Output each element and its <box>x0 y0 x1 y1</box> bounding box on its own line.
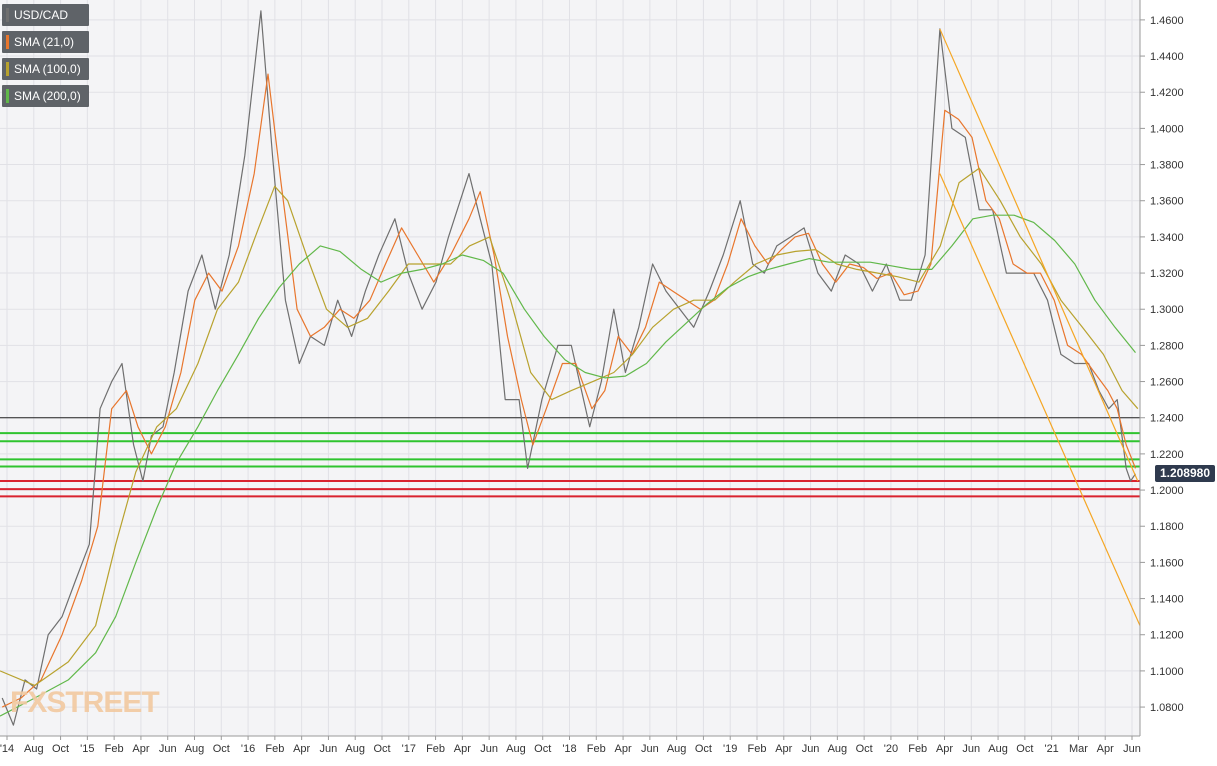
y-tick-label: 1.3600 <box>1150 196 1184 208</box>
y-tick-label: 1.0800 <box>1150 702 1184 714</box>
legend-swatch <box>6 8 9 22</box>
x-tick-label: '18 <box>562 743 576 755</box>
trend-lines <box>939 28 1141 626</box>
x-tick-label: Apr <box>293 743 310 755</box>
x-tick-label: Apr <box>454 743 471 755</box>
x-tick-label: Jun <box>962 743 980 755</box>
legend-label: SMA (200,0) <box>14 89 81 103</box>
x-tick-label: Jun <box>802 743 820 755</box>
x-tick-label: Aug <box>667 743 687 755</box>
y-tick-label: 1.1600 <box>1150 557 1184 569</box>
x-tick-label: Aug <box>24 743 44 755</box>
y-tick-label: 1.1200 <box>1150 630 1184 642</box>
y-tick-label: 1.2400 <box>1150 413 1184 425</box>
x-tick-label: Mar <box>1069 743 1088 755</box>
x-tick-label: Aug <box>506 743 526 755</box>
legend-item-sma200[interactable]: SMA (200,0) <box>2 85 89 107</box>
series-line-2 <box>0 167 1139 686</box>
x-tick-label: Jun <box>320 743 338 755</box>
x-tick-label: Jun <box>480 743 498 755</box>
x-tick-label: Aug <box>345 743 365 755</box>
y-tick-label: 1.1800 <box>1150 521 1184 533</box>
series-line-0 <box>1 10 1136 726</box>
legend-item-sma21[interactable]: SMA (21,0) <box>2 31 89 53</box>
x-tick-label: Feb <box>587 743 606 755</box>
x-tick-label: '21 <box>1044 743 1058 755</box>
legend-swatch <box>6 89 9 103</box>
y-tick-label: 1.2600 <box>1150 377 1184 389</box>
x-tick-label: Feb <box>426 743 445 755</box>
horizontal-levels <box>0 417 1140 498</box>
x-tick-label: '20 <box>884 743 898 755</box>
y-tick-label: 1.4000 <box>1150 123 1184 135</box>
x-tick-label: Oct <box>213 743 230 755</box>
legend-item-sma100[interactable]: SMA (100,0) <box>2 58 89 80</box>
x-tick-label: Aug <box>828 743 848 755</box>
x-tick-label: '14 <box>0 743 14 755</box>
legend: USD/CAD SMA (21,0) SMA (100,0) SMA (200,… <box>2 4 89 112</box>
x-tick-label: Jun <box>1123 743 1141 755</box>
series-lines <box>0 10 1139 726</box>
series-line-1 <box>1 73 1137 708</box>
y-tick-label: 1.2800 <box>1150 340 1184 352</box>
x-tick-label: Jun <box>641 743 659 755</box>
series-line-3 <box>0 214 1136 717</box>
x-tick-label: Feb <box>748 743 767 755</box>
legend-label: SMA (21,0) <box>14 35 75 49</box>
legend-label: SMA (100,0) <box>14 62 81 76</box>
x-tick-label: Apr <box>615 743 632 755</box>
y-tick-label: 1.3800 <box>1150 160 1184 172</box>
y-tick-label: 1.3200 <box>1150 268 1184 280</box>
y-tick-label: 1.1400 <box>1150 594 1184 606</box>
x-tick-label: '16 <box>241 743 255 755</box>
y-tick-label: 1.2200 <box>1150 449 1184 461</box>
x-tick-label: Apr <box>775 743 792 755</box>
x-tick-label: Feb <box>105 743 124 755</box>
y-axis-ticks: 1.4600 1.4400 1.4200 1.4000 1.3800 1.3600 1.34… <box>1140 15 1184 714</box>
x-tick-label: Oct <box>856 743 873 755</box>
legend-label: USD/CAD <box>14 8 69 22</box>
y-tick-label: 1.3400 <box>1150 232 1184 244</box>
x-axis-ticks: '14 Aug Oct '15 Feb Apr Jun Aug Oct '16 Feb Apr Jun A… <box>0 736 1141 755</box>
y-tick-label: 1.2000 <box>1150 485 1184 497</box>
x-tick-label: Oct <box>52 743 69 755</box>
y-tick-label: 1.4400 <box>1150 51 1184 63</box>
y-tick-label: 1.4200 <box>1150 87 1184 99</box>
fxstreet-logo: FXSTREET <box>10 686 160 719</box>
x-tick-label: Apr <box>1097 743 1114 755</box>
x-tick-label: Apr <box>936 743 953 755</box>
trend-line-1 <box>939 173 1141 626</box>
x-tick-label: Aug <box>988 743 1008 755</box>
x-tick-label: '17 <box>402 743 416 755</box>
y-tick-label: 1.1000 <box>1150 666 1184 678</box>
legend-swatch <box>6 62 9 76</box>
x-tick-label: Apr <box>132 743 149 755</box>
x-tick-label: '19 <box>723 743 737 755</box>
x-tick-label: Oct <box>1016 743 1033 755</box>
legend-swatch <box>6 35 9 49</box>
x-tick-label: Feb <box>265 743 284 755</box>
x-tick-label: Jun <box>159 743 177 755</box>
y-tick-label: 1.3000 <box>1150 304 1184 316</box>
last-price-tag: 1.208980 <box>1154 464 1215 482</box>
x-tick-label: Aug <box>185 743 205 755</box>
y-tick-label: 1.4600 <box>1150 15 1184 27</box>
x-tick-label: Oct <box>534 743 551 755</box>
x-tick-label: Oct <box>373 743 390 755</box>
x-tick-label: Oct <box>695 743 712 755</box>
x-tick-label: Feb <box>908 743 927 755</box>
trend-line-0 <box>939 28 1139 482</box>
legend-item-usdcad[interactable]: USD/CAD <box>2 4 89 26</box>
x-tick-label: '15 <box>80 743 94 755</box>
